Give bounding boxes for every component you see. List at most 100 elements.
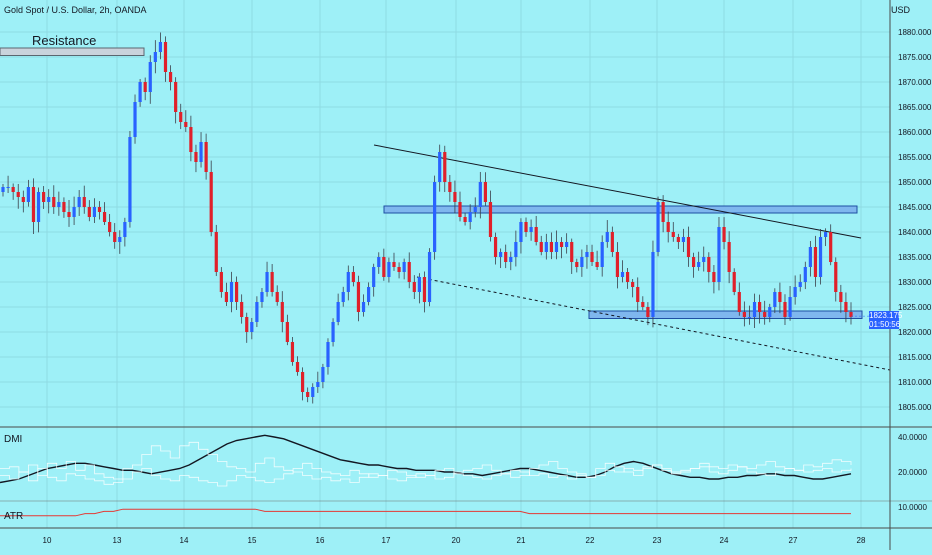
candle-up bbox=[336, 302, 340, 322]
candle-down bbox=[727, 242, 731, 272]
atr-line: 10.0000 bbox=[0, 503, 927, 517]
candle-up bbox=[478, 182, 482, 207]
candle-down bbox=[168, 72, 173, 82]
candle-up bbox=[265, 272, 269, 292]
zone-rect bbox=[0, 47, 145, 56]
time-tick-label: 17 bbox=[382, 536, 391, 545]
candle-down bbox=[666, 222, 670, 232]
candle-up bbox=[433, 182, 437, 252]
candle-up bbox=[377, 257, 381, 267]
zones bbox=[0, 47, 863, 319]
price-tick-label: 1860.000 bbox=[898, 128, 932, 137]
candle-down bbox=[11, 187, 15, 192]
time-tick-label: 28 bbox=[857, 536, 866, 545]
trendline-solid bbox=[373, 144, 862, 239]
candle-down bbox=[448, 182, 452, 192]
candle-up bbox=[346, 272, 350, 292]
candle-down bbox=[834, 262, 838, 292]
price-tick-label: 1880.000 bbox=[898, 28, 932, 37]
candles bbox=[1, 32, 890, 404]
atr-tick-label: 10.0000 bbox=[898, 503, 927, 512]
candle-up bbox=[468, 212, 472, 222]
dmi-lines: 20.0000 40.0000 bbox=[0, 433, 927, 487]
dmi-tick-label: 40.0000 bbox=[898, 433, 927, 442]
candle-down bbox=[631, 282, 635, 287]
candle-up bbox=[123, 222, 127, 237]
candle-down bbox=[712, 272, 716, 282]
candle-up bbox=[519, 222, 523, 242]
atr-label: ATR bbox=[4, 511, 24, 522]
candle-down bbox=[295, 362, 300, 372]
candle-down bbox=[21, 197, 25, 202]
candle-up bbox=[128, 137, 132, 222]
time-tick-label: 22 bbox=[586, 536, 595, 545]
candle-down bbox=[661, 202, 665, 222]
candle-up bbox=[47, 197, 51, 202]
candle-up bbox=[326, 342, 330, 367]
candle-up bbox=[702, 257, 706, 262]
candle-up bbox=[803, 267, 807, 282]
candle-down bbox=[641, 302, 645, 307]
candle-up bbox=[438, 152, 442, 182]
last-price-badge: 1823.175 01:50:56 bbox=[869, 311, 902, 329]
candle-up bbox=[361, 302, 366, 312]
candle-up bbox=[798, 282, 802, 287]
candle-down bbox=[108, 222, 112, 232]
bar-countdown: 01:50:56 bbox=[869, 320, 901, 329]
candle-down bbox=[163, 42, 168, 72]
candle-up bbox=[402, 262, 406, 272]
candle-down bbox=[691, 257, 696, 267]
price-tick-label: 1810.000 bbox=[898, 378, 932, 387]
candle-up bbox=[818, 237, 823, 277]
price-tick-label: 1865.000 bbox=[898, 103, 932, 112]
candle-up bbox=[585, 252, 589, 257]
candle-up bbox=[565, 242, 569, 247]
candle-down bbox=[240, 302, 244, 317]
candle-up bbox=[372, 267, 376, 287]
candle-down bbox=[671, 232, 675, 237]
candle-down bbox=[504, 252, 508, 262]
candle-up bbox=[57, 202, 61, 207]
candle-down bbox=[483, 182, 487, 202]
candle-up bbox=[133, 102, 137, 137]
time-tick-label: 20 bbox=[452, 536, 461, 545]
grid bbox=[0, 0, 890, 528]
candle-up bbox=[681, 237, 686, 242]
candle-up bbox=[514, 242, 518, 257]
price-tick-label: 1875.000 bbox=[898, 53, 932, 62]
candle-down bbox=[87, 207, 91, 217]
candle-down bbox=[849, 312, 853, 317]
candle-down bbox=[763, 312, 767, 317]
candle-down bbox=[676, 237, 680, 242]
candle-up bbox=[1, 187, 5, 192]
candle-down bbox=[275, 292, 279, 302]
candle-down bbox=[783, 302, 787, 317]
resistance-label: Resistance bbox=[32, 33, 97, 48]
candle-up bbox=[321, 367, 325, 382]
candle-up bbox=[554, 242, 559, 252]
candle-down bbox=[245, 317, 249, 332]
candle-up bbox=[77, 197, 81, 207]
time-tick-label: 27 bbox=[789, 536, 798, 545]
candle-down bbox=[813, 247, 818, 277]
candle-down bbox=[737, 292, 741, 312]
price-tick-label: 1825.000 bbox=[898, 303, 932, 312]
candle-down bbox=[422, 277, 427, 302]
candle-down bbox=[615, 252, 620, 277]
candle-down bbox=[458, 202, 462, 217]
candle-up bbox=[316, 382, 320, 387]
candle-down bbox=[407, 262, 411, 282]
candle-down bbox=[534, 227, 538, 242]
price-tick-label: 1870.000 bbox=[898, 78, 932, 87]
candle-up bbox=[417, 277, 421, 292]
candle-down bbox=[453, 192, 457, 202]
candle-up bbox=[788, 297, 792, 317]
candle-down bbox=[67, 212, 71, 217]
candle-up bbox=[509, 257, 513, 262]
candle-down bbox=[280, 302, 284, 322]
candle-up bbox=[26, 187, 30, 202]
candle-down bbox=[351, 272, 355, 282]
